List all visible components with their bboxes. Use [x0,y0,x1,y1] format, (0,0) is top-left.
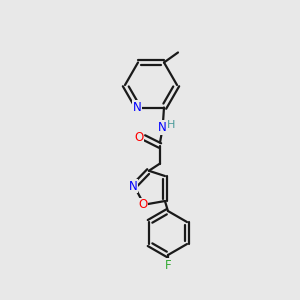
Text: N: N [129,179,138,193]
Text: N: N [158,121,166,134]
Text: O: O [139,198,148,211]
Text: N: N [133,101,141,114]
Text: O: O [134,131,144,144]
Text: H: H [167,119,175,130]
Text: F: F [165,259,171,272]
